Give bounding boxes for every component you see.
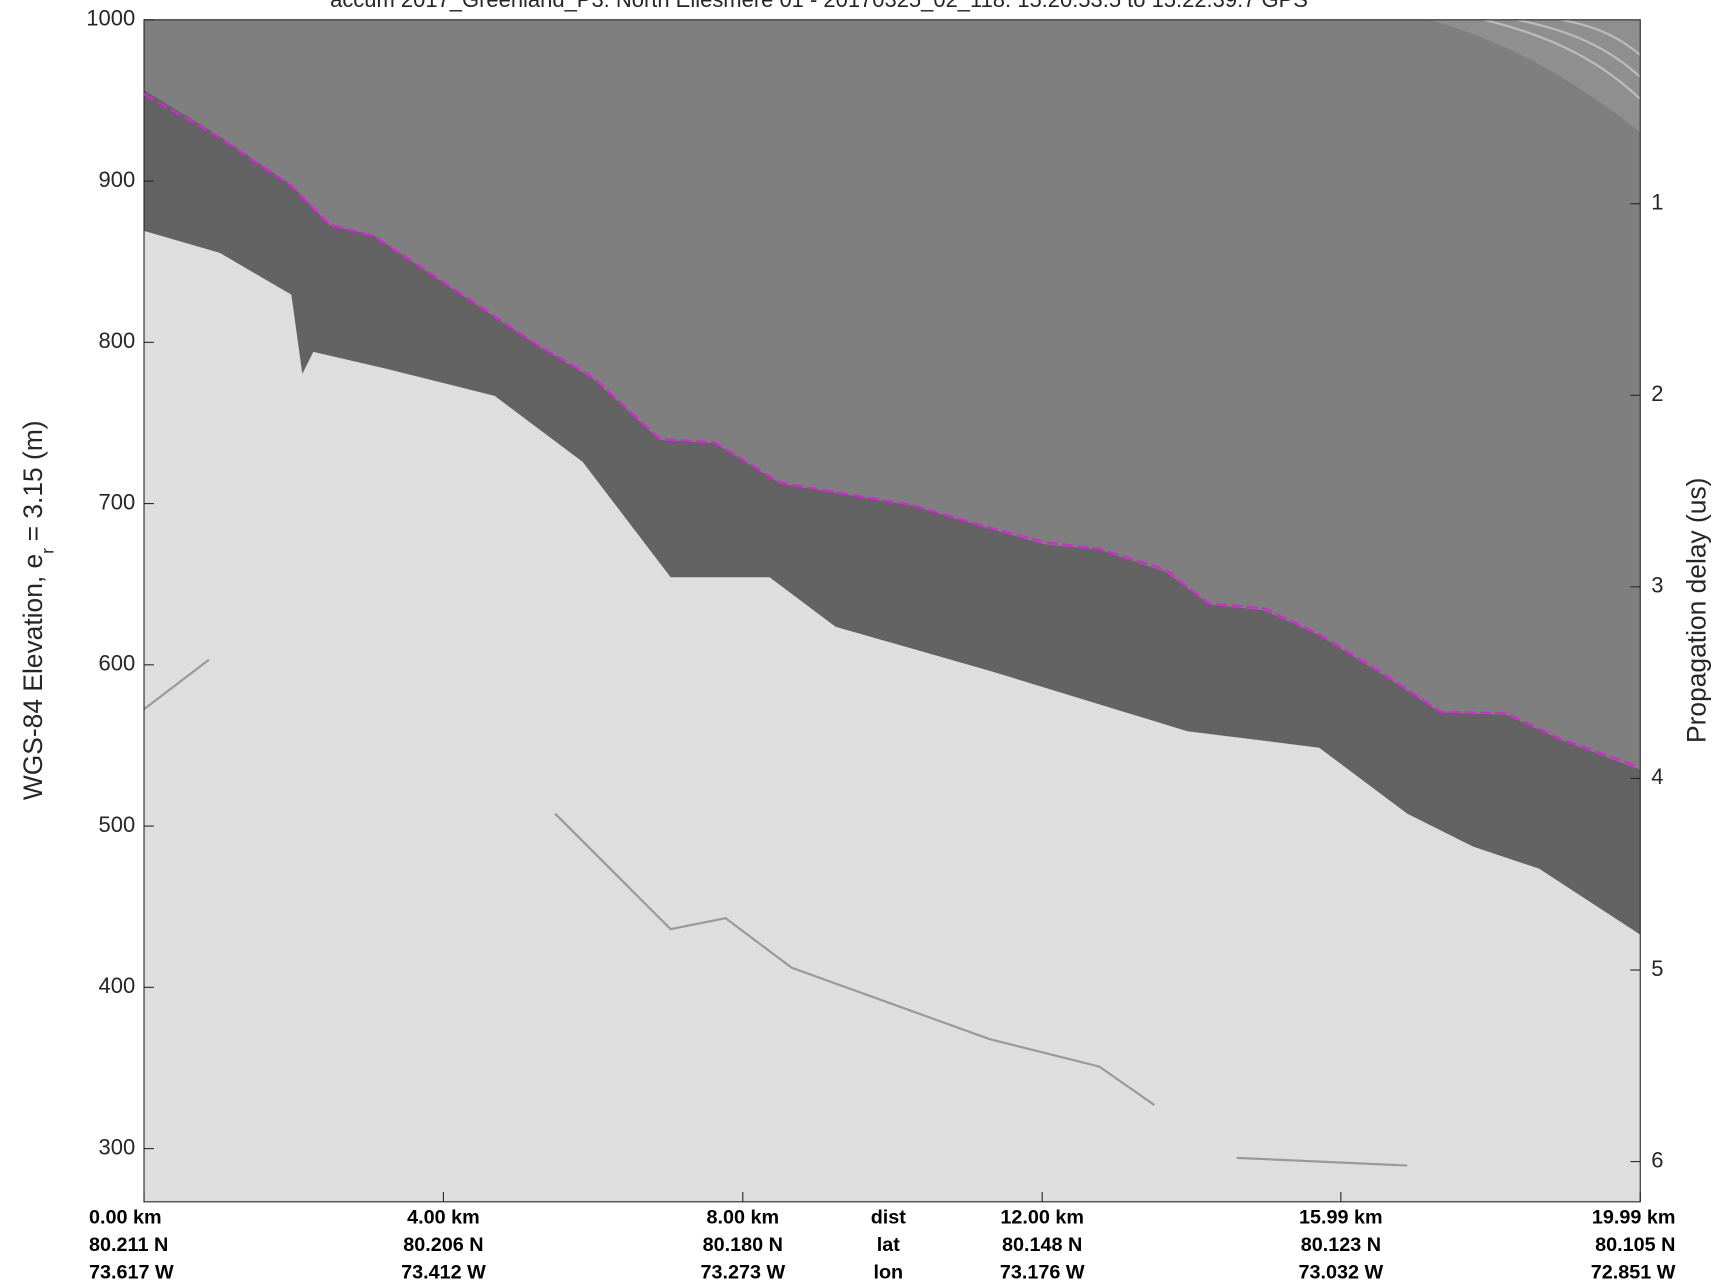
y-axis-label: WGS-84 Elevation, er = 3.15 (m) [18, 420, 57, 800]
y-label-suffix: = 3.15 (m) [18, 420, 48, 541]
x-tick-label: 4.00 km [407, 1207, 480, 1229]
lon-label: 73.273 W [700, 1262, 785, 1281]
row-name: lat [877, 1234, 900, 1256]
y-tick-label: 800 [99, 328, 136, 353]
lon-label: 72.851 W [1591, 1262, 1676, 1281]
lon-label: 73.032 W [1299, 1262, 1384, 1281]
y-tick-label: 900 [99, 167, 136, 192]
y-tick-label: 500 [99, 812, 136, 837]
lon-label: 73.617 W [89, 1262, 174, 1281]
y2-tick-label: 1 [1651, 190, 1663, 215]
lat-label: 80.206 N [403, 1234, 483, 1256]
echogram-texture [1429, 19, 1641, 132]
y-tick-label: 600 [99, 651, 136, 676]
row-name: lon [873, 1262, 903, 1281]
y2-tick-label: 5 [1651, 956, 1663, 981]
y2-tick-label: 6 [1651, 1147, 1663, 1172]
x-tick-label: 0.00 km [89, 1207, 162, 1229]
lat-label: 80.180 N [703, 1234, 783, 1256]
row-name: dist [871, 1207, 907, 1229]
echogram-water [144, 230, 1641, 1202]
x-tick-label: 12.00 km [1000, 1207, 1084, 1229]
plot-frame [143, 19, 1641, 1203]
y-tick-label: 400 [99, 973, 136, 998]
y-label-subscript: r [37, 548, 57, 554]
lat-label: 80.211 N [89, 1234, 168, 1256]
y2-axis-label: Propagation delay (us) [1681, 478, 1711, 743]
y-tick-label: 1000 [86, 6, 135, 31]
lat-label: 80.105 N [1595, 1234, 1675, 1256]
y2-tick-label: 4 [1651, 764, 1663, 789]
lon-label: 73.176 W [1000, 1262, 1085, 1281]
echogram-layer [143, 658, 1408, 1167]
chart-title: accum 2017_Greenland_P3: North Ellesmere… [330, 0, 1308, 12]
lat-label: 80.148 N [1002, 1234, 1082, 1256]
x-tick-label: 15.99 km [1299, 1207, 1383, 1229]
surface-line [143, 93, 1639, 768]
y-label-text: WGS-84 Elevation, e [18, 554, 48, 800]
x-tick-label: 8.00 km [707, 1207, 780, 1229]
y2-tick-label: 3 [1651, 573, 1663, 598]
x-tick-label: 19.99 km [1592, 1207, 1676, 1229]
lon-label: 73.412 W [401, 1262, 486, 1281]
y-tick-label: 300 [99, 1134, 136, 1159]
y2-tick-label: 2 [1651, 381, 1663, 406]
echogram-texture [1483, 18, 1641, 100]
y-tick-label: 700 [99, 489, 136, 514]
lat-label: 80.123 N [1301, 1234, 1381, 1256]
